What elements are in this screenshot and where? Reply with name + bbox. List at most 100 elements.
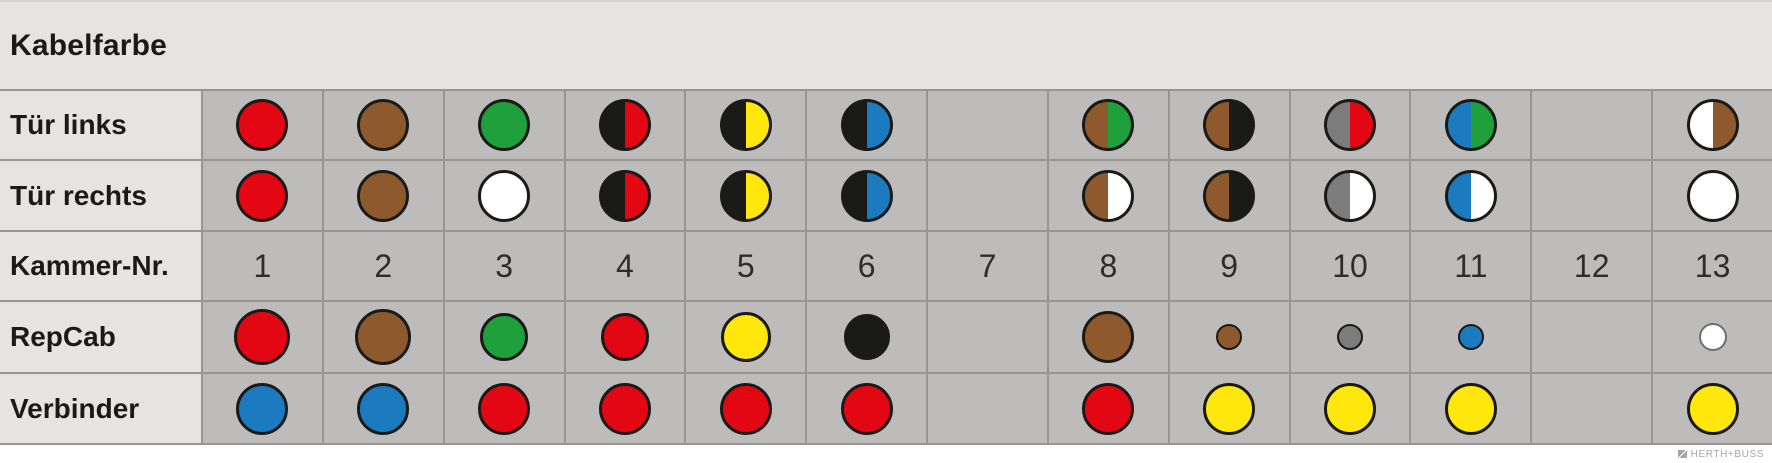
wire-dot-yellow <box>1324 382 1377 435</box>
repcab-col-4 <box>565 302 685 372</box>
verbinder-col-9 <box>1169 374 1289 443</box>
wire-dot-brown <box>1216 324 1243 350</box>
wire-dot-green <box>478 99 531 151</box>
wire-dot-brown <box>355 309 412 365</box>
tuer-rechts-col-12 <box>1532 161 1652 230</box>
kammer-number-2: 2 <box>323 232 443 300</box>
kammer-number-5: 5 <box>686 232 806 300</box>
herth-buss-logo-icon <box>1677 450 1687 458</box>
verbinder-col-4 <box>565 374 685 443</box>
tuer-rechts-col-6 <box>807 161 927 230</box>
row-label-verbinder: Verbinder <box>0 374 201 443</box>
repcab-col-3 <box>444 302 564 372</box>
wire-dot-green <box>480 313 529 361</box>
tuer-links-col-2 <box>323 91 443 159</box>
wire-dot-red <box>598 382 651 435</box>
verbinder-col-7 <box>928 374 1047 443</box>
repcab-col-1 <box>203 302 322 372</box>
table-header: Kabelfarbe <box>0 2 1772 89</box>
tuer-rechts-col-7 <box>928 161 1047 230</box>
verbinder-col-10 <box>1290 374 1410 443</box>
wire-dot-blue-white <box>1444 169 1497 222</box>
kammer-number-6: 6 <box>807 232 927 300</box>
tuer-rechts-col-9 <box>1169 161 1289 230</box>
tuer-links-col-7 <box>928 91 1047 159</box>
wire-dot-black-red <box>598 99 651 151</box>
tuer-links-col-5 <box>686 91 806 159</box>
wire-dot-red <box>1082 382 1135 435</box>
wire-dot-gray-white <box>1324 169 1377 222</box>
kammer-number-1: 1 <box>203 232 322 300</box>
tuer-rechts-col-5 <box>686 161 806 230</box>
brand-watermark: HERTH+BUSS <box>1690 448 1764 460</box>
verbinder-col-8 <box>1048 374 1168 443</box>
wire-dot-blue-green <box>1444 99 1497 151</box>
wire-dot-brown-green <box>1082 99 1135 151</box>
verbinder-col-13 <box>1653 374 1772 443</box>
wire-dot-red <box>236 169 289 222</box>
verbinder-col-3 <box>444 374 564 443</box>
wire-dot-yellow <box>1203 382 1256 435</box>
row-label-kammer-nr: Kammer-Nr. <box>0 232 201 300</box>
wire-dot-black-blue <box>840 99 893 151</box>
row-label-tuer-links: Tür links <box>0 91 201 159</box>
repcab-col-7 <box>928 302 1047 372</box>
kammer-number-10: 10 <box>1290 232 1410 300</box>
verbinder-col-11 <box>1411 374 1531 443</box>
verbinder-col-5 <box>686 374 806 443</box>
tuer-links-col-6 <box>807 91 927 159</box>
wire-dot-brown <box>357 169 410 222</box>
wire-dot-red <box>234 309 291 365</box>
wire-dot-gray <box>1337 324 1364 350</box>
repcab-col-13 <box>1653 302 1772 372</box>
tuer-rechts-col-1 <box>203 161 322 230</box>
wire-dot-white <box>1686 169 1739 222</box>
tuer-rechts-col-13 <box>1653 161 1772 230</box>
wire-dot-brown-black <box>1203 169 1256 222</box>
page-title: Kabelfarbe <box>10 28 168 62</box>
tuer-links-col-11 <box>1411 91 1531 159</box>
wire-dot-yellow <box>1444 382 1497 435</box>
tuer-links-col-4 <box>565 91 685 159</box>
kammer-number-7: 7 <box>928 232 1047 300</box>
repcab-col-5 <box>686 302 806 372</box>
kammer-number-3: 3 <box>444 232 564 300</box>
tuer-links-col-8 <box>1048 91 1168 159</box>
wire-dot-black-red <box>598 169 651 222</box>
footer: HERTH+BUSS <box>0 445 1772 463</box>
repcab-col-9 <box>1169 302 1289 372</box>
tuer-links-col-9 <box>1169 91 1289 159</box>
repcab-col-8 <box>1048 302 1168 372</box>
repcab-col-2 <box>323 302 443 372</box>
wire-dot-black-blue <box>840 169 893 222</box>
tuer-rechts-col-2 <box>323 161 443 230</box>
repcab-col-10 <box>1290 302 1410 372</box>
wire-dot-white <box>1698 323 1727 351</box>
wire-dot-yellow <box>1686 382 1739 435</box>
tuer-links-col-12 <box>1532 91 1652 159</box>
tuer-rechts-col-3 <box>444 161 564 230</box>
wire-dot-white <box>478 169 531 222</box>
wire-dot-brown-white <box>1082 169 1135 222</box>
wire-dot-blue <box>357 382 410 435</box>
wire-dot-white-brown <box>1686 99 1739 151</box>
tuer-links-col-10 <box>1290 91 1410 159</box>
wire-dot-brown <box>357 99 410 151</box>
wire-dot-brown <box>1082 311 1135 363</box>
repcab-col-12 <box>1532 302 1652 372</box>
wire-dot-yellow <box>720 312 771 362</box>
verbinder-col-6 <box>807 374 927 443</box>
wire-dot-red <box>600 313 649 361</box>
wire-dot-black-yellow <box>719 99 772 151</box>
wire-dot-red <box>478 382 531 435</box>
tuer-links-col-3 <box>444 91 564 159</box>
kammer-number-11: 11 <box>1411 232 1531 300</box>
kammer-number-12: 12 <box>1532 232 1652 300</box>
repcab-col-11 <box>1411 302 1531 372</box>
wire-dot-red <box>719 382 772 435</box>
kammer-number-8: 8 <box>1048 232 1168 300</box>
kammer-number-9: 9 <box>1169 232 1289 300</box>
row-label-tuer-rechts: Tür rechts <box>0 161 201 230</box>
tuer-rechts-col-11 <box>1411 161 1531 230</box>
